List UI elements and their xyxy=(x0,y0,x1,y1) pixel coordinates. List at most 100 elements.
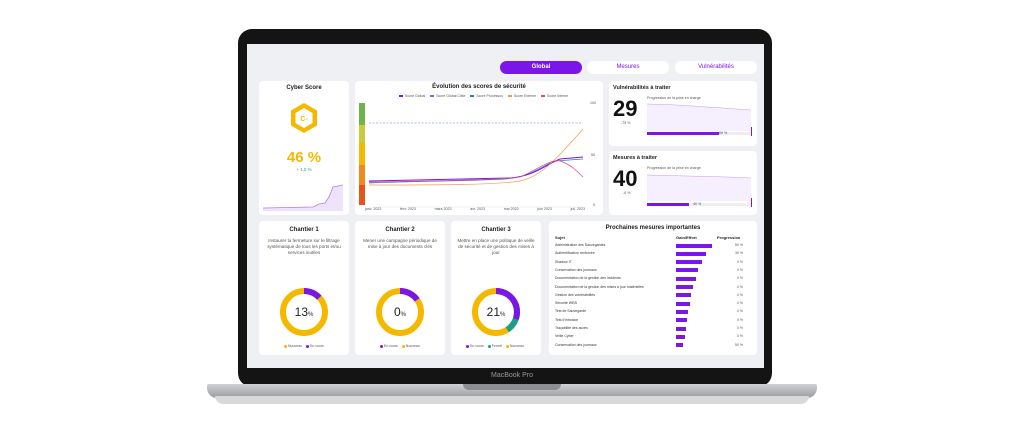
col-header-progression: Progression xyxy=(717,235,741,240)
legend-label: Fermé xyxy=(491,344,502,348)
mesures-progress-track xyxy=(647,203,751,206)
vuln-progress-fill xyxy=(647,132,719,135)
row-subject: Test de Sauvegarde xyxy=(555,309,587,314)
legend-dot xyxy=(306,344,309,348)
chantier-title: Chantier 2 xyxy=(385,227,415,233)
chantier-1-card: Chantier 1 Instaurer la fermeture sur le… xyxy=(259,221,349,355)
row-subject: Documentation de la gestion des incident… xyxy=(555,276,621,281)
gain-effort-bar xyxy=(676,276,696,281)
table-row[interactable]: Sécurité WEB 0 % xyxy=(549,300,757,308)
chantier-legend: Nouveau En cours xyxy=(281,344,324,348)
gain-effort-bar xyxy=(676,268,699,273)
table-row[interactable]: Test d'intrusion 0 % xyxy=(549,317,757,325)
legend-label: En cours xyxy=(384,344,398,348)
chantier-title: Chantier 3 xyxy=(481,227,511,233)
donut-segment-en-cours xyxy=(472,288,520,336)
gain-effort-bar xyxy=(676,293,692,298)
evolution-chart xyxy=(359,103,584,208)
tab-vulnerabilites[interactable]: Vulnérabilités xyxy=(675,61,757,74)
vuln-target-marker xyxy=(751,127,752,136)
row-subject: Administration des Sauvegardes xyxy=(555,243,606,247)
row-progression: 0 % xyxy=(736,326,743,330)
cyber-score-value: 46 % xyxy=(286,149,322,166)
chantier-legend: En cours Nouveau xyxy=(377,344,420,348)
vuln-progress-value: 69 % xyxy=(719,131,728,135)
x-tick-label: juil. 2023 xyxy=(570,207,585,211)
chantier-unit: % xyxy=(500,312,506,318)
chantier-percent: 0% xyxy=(374,305,426,319)
laptop-base xyxy=(207,384,817,398)
table-row[interactable]: Gestion des vulnérabilités 0 % xyxy=(549,292,757,300)
tab-global[interactable]: Global xyxy=(500,61,582,74)
mesures-progress-label: Progression de la prise en charge xyxy=(647,166,701,170)
chantier-2-card: Chantier 2 Mener une campagne périodique… xyxy=(355,221,445,355)
chantier-percent: 13% xyxy=(278,305,330,319)
chantier-text: Mettre en place une politique de veille … xyxy=(457,238,535,255)
table-row[interactable]: Conservation des journaux 50 % xyxy=(549,342,757,350)
legend-swatch xyxy=(507,95,512,98)
table-row[interactable]: Traçabilité des accès 0 % xyxy=(549,325,757,333)
donut-segment-en-cours xyxy=(376,288,424,336)
gain-effort-bar xyxy=(676,251,706,256)
x-tick-label: juin 2023 xyxy=(537,207,552,211)
table-row[interactable]: Conservation des journaux 0 % xyxy=(549,267,757,275)
chantier-legend: En cours Fermé Nouveau xyxy=(463,344,524,348)
evolution-legend: Score Global Score Global Cible Score Pr… xyxy=(395,94,568,98)
gain-effort-bar xyxy=(676,334,685,339)
gain-effort-bar xyxy=(676,326,686,331)
gain-effort-bar xyxy=(676,343,684,348)
row-progression: 50 % xyxy=(735,342,743,347)
cyber-score-delta: + 1,0 % xyxy=(296,167,312,172)
table-row[interactable]: Documentation de la gestion des incident… xyxy=(549,275,757,283)
legend-swatch xyxy=(541,95,546,98)
dashboard-screen: Global Mesures Vulnérabilités Cyber Scor… xyxy=(247,44,764,368)
chantier-title: Chantier 1 xyxy=(289,227,319,233)
table-row[interactable]: Shadow IT 0 % xyxy=(549,259,757,267)
row-subject: Test d'intrusion xyxy=(555,317,579,322)
mesures-sparkline xyxy=(647,174,751,201)
y-tick-label: 50 xyxy=(591,153,595,157)
row-progression: 0 % xyxy=(736,259,743,264)
chantier-value: 0 xyxy=(393,305,401,319)
y-tick-label: 0 xyxy=(593,203,595,207)
legend-dot xyxy=(505,344,509,348)
laptop-notch xyxy=(463,384,561,390)
row-subject: Gestion des vulnérabilités xyxy=(555,292,596,297)
mesures-title: Mesures à traiter xyxy=(613,155,658,161)
legend-label: En cours xyxy=(310,344,324,348)
chantier-unit: % xyxy=(400,312,407,318)
legend-swatch xyxy=(399,95,403,98)
gain-effort-bar xyxy=(676,301,690,306)
legend-dot xyxy=(466,344,469,348)
vuln-title: Vulnérabilités à traiter xyxy=(613,85,671,91)
table-row[interactable]: Documentation de la gestion des mises à … xyxy=(549,284,757,292)
vuln-count: 29 xyxy=(613,96,638,121)
row-progression: 0 % xyxy=(736,284,743,289)
cyber-score-title: Cyber Score xyxy=(286,85,322,91)
row-progression: 0 % xyxy=(736,301,743,306)
x-tick-label: janv. 2023 xyxy=(365,207,382,211)
cyber-score-card: Cyber Score C- 46 % + 1,0 % xyxy=(259,81,349,215)
mesures-progress-fill xyxy=(647,203,689,206)
x-tick-label: avr. 2023 xyxy=(470,207,486,211)
chantier-text: Instaurer la fermeture sur le filtrage s… xyxy=(267,238,341,255)
legend-label: Score Global Cible xyxy=(436,94,466,98)
legend-label: En cours xyxy=(470,344,484,348)
legend-label: Nouveau xyxy=(509,344,524,348)
x-tick-label: mars 2023 xyxy=(434,207,452,211)
chantier-2-donut xyxy=(376,288,424,336)
table-row[interactable]: Test de Sauvegarde 0 % xyxy=(549,308,757,316)
row-progression: 0 % xyxy=(736,309,743,314)
row-subject: Traçabilité des accès xyxy=(555,326,588,330)
vuln-sparkline xyxy=(647,103,751,131)
tab-mesures[interactable]: Mesures xyxy=(587,61,669,74)
table-row[interactable]: Veille Cyber 0 % xyxy=(549,333,757,341)
legend-label: Nouveau xyxy=(405,344,420,348)
legend-label: Nouveau xyxy=(288,344,303,348)
row-progression: 0 % xyxy=(736,267,743,272)
table-row[interactable]: Authentification renforcée 30 % xyxy=(549,250,757,258)
mesures-card: Mesures à traiter 40 -6 % Progression de… xyxy=(609,151,757,215)
vuln-delta: -75 % xyxy=(621,121,631,125)
gain-effort-bar xyxy=(676,285,694,289)
table-row[interactable]: Administration des Sauvegardes 50 % xyxy=(549,242,757,250)
